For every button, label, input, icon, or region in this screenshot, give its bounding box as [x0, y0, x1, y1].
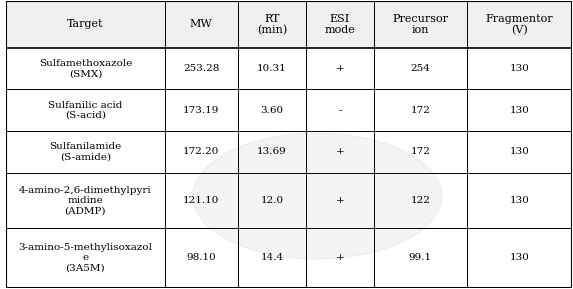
Text: 4-amino-2,6-dimethylpyri
midine
(ADMP): 4-amino-2,6-dimethylpyri midine (ADMP) — [19, 186, 152, 215]
Text: +: + — [335, 253, 344, 262]
Text: MW: MW — [190, 19, 213, 29]
Text: Sulfanilamide
(S-amide): Sulfanilamide (S-amide) — [49, 142, 121, 162]
Text: ESI
mode: ESI mode — [324, 14, 355, 35]
Text: 130: 130 — [509, 196, 529, 205]
Text: 3.60: 3.60 — [260, 106, 284, 115]
Text: -: - — [338, 106, 342, 115]
Text: Target: Target — [67, 19, 104, 29]
Text: 130: 130 — [509, 253, 529, 262]
Text: 10.31: 10.31 — [257, 64, 287, 73]
Text: 99.1: 99.1 — [409, 253, 432, 262]
Text: 3-amino-5-methylisoxazol
e
(3A5M): 3-amino-5-methylisoxazol e (3A5M) — [18, 243, 152, 273]
Text: 12.0: 12.0 — [260, 196, 284, 205]
Text: 254: 254 — [410, 64, 430, 73]
Text: 130: 130 — [509, 64, 529, 73]
Bar — [6, 1, 572, 48]
Text: +: + — [335, 147, 344, 156]
Text: 173.19: 173.19 — [183, 106, 219, 115]
Text: 13.69: 13.69 — [257, 147, 287, 156]
Text: 253.28: 253.28 — [183, 64, 219, 73]
Text: 121.10: 121.10 — [183, 196, 219, 205]
Text: RT
(min): RT (min) — [257, 14, 287, 36]
Text: 172: 172 — [410, 147, 430, 156]
Text: Precursor
ion: Precursor ion — [393, 14, 448, 35]
Text: 172.20: 172.20 — [183, 147, 219, 156]
Text: 98.10: 98.10 — [186, 253, 216, 262]
Text: +: + — [335, 64, 344, 73]
Text: Sulfamethoxazole
(SMX): Sulfamethoxazole (SMX) — [39, 59, 132, 78]
Text: Fragmentor
(V): Fragmentor (V) — [485, 14, 553, 36]
Text: 14.4: 14.4 — [260, 253, 284, 262]
Text: Sulfanilic acid
(S-acid): Sulfanilic acid (S-acid) — [48, 101, 123, 120]
Text: 172: 172 — [410, 106, 430, 115]
Text: 130: 130 — [509, 106, 529, 115]
Text: 130: 130 — [509, 147, 529, 156]
Circle shape — [193, 133, 442, 259]
Text: 122: 122 — [410, 196, 430, 205]
Text: +: + — [335, 196, 344, 205]
